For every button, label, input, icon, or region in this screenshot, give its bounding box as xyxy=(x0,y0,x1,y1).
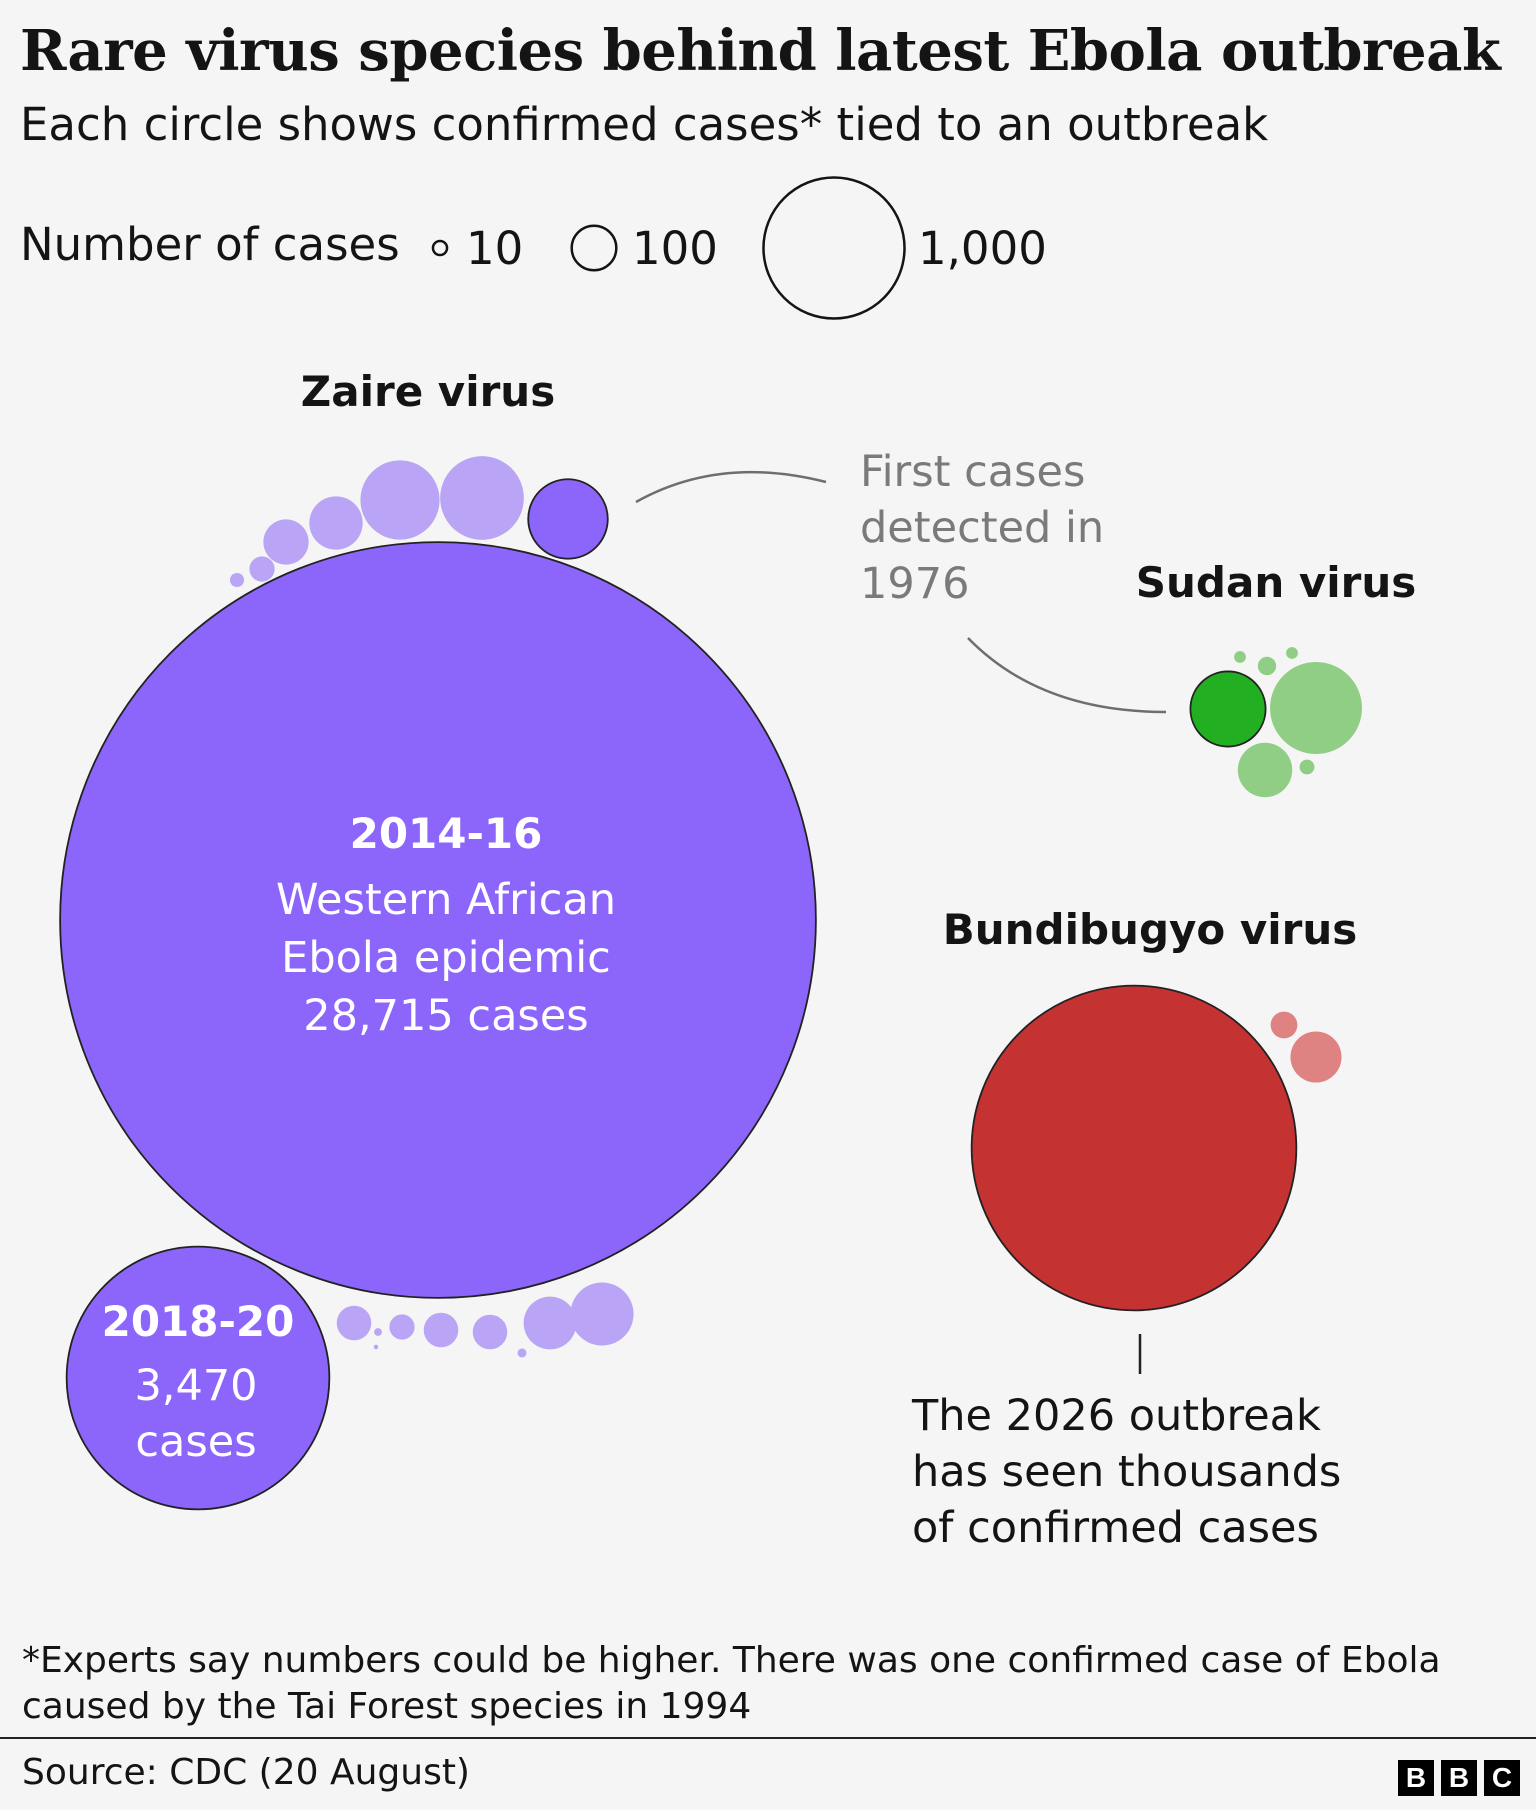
annotation-connector xyxy=(635,470,827,504)
bubble-text-label: Ebola epidemic xyxy=(281,933,611,983)
annotation-text: 1976 xyxy=(860,559,969,609)
outbreak-bubble xyxy=(229,572,245,588)
group-label: Sudan virus xyxy=(1136,558,1416,607)
outbreak-bubble xyxy=(440,456,524,540)
outbreak-bubble xyxy=(1290,1031,1342,1083)
size-legend-value: 1,000 xyxy=(918,222,1047,275)
outbreak-bubble xyxy=(1270,662,1362,754)
group-label: Zaire virus xyxy=(301,367,555,416)
size-legend-value: 100 xyxy=(632,222,718,275)
outbreak-bubble xyxy=(1299,759,1315,775)
annotation-text: detected in xyxy=(860,503,1104,553)
outbreak-bubble xyxy=(360,460,440,540)
outbreak-bubble xyxy=(472,1314,508,1350)
bubble-text-label: 3,470 xyxy=(134,1361,257,1411)
outbreak-bubble xyxy=(523,1296,577,1350)
outbreak-bubble xyxy=(1270,1011,1298,1039)
annotation-text: The 2026 outbreak xyxy=(911,1391,1321,1441)
group-label: Bundibugyo virus xyxy=(943,905,1358,954)
bubble-year-label: 2018-20 xyxy=(102,1297,295,1346)
outbreak-bubble xyxy=(309,496,363,550)
logo-letter: C xyxy=(1484,1760,1520,1796)
bubble-text-label: 28,715 cases xyxy=(303,991,588,1041)
annotation-text: of confirmed cases xyxy=(912,1503,1319,1553)
outbreak-bubble xyxy=(249,556,275,582)
outbreak-bubble xyxy=(527,478,609,560)
logo-letter: B xyxy=(1441,1760,1477,1796)
outbreak-bubble xyxy=(970,984,1298,1312)
size-legend-circle xyxy=(431,239,449,257)
size-legend-circle xyxy=(762,176,906,320)
outbreak-bubble xyxy=(65,1245,331,1511)
outbreak-bubble xyxy=(336,1305,372,1341)
footer-rule xyxy=(0,1737,1536,1739)
outbreak-bubble xyxy=(517,1348,527,1358)
footnote: *Experts say numbers could be higher. Th… xyxy=(22,1640,1441,1727)
chart-subtitle: Each circle shows confirmed cases* tied … xyxy=(20,98,1269,151)
source-note: Source: CDC (20 August) xyxy=(22,1752,470,1793)
outbreak-bubble xyxy=(1189,670,1267,748)
outbreak-bubble xyxy=(373,1344,379,1350)
logo-letter: B xyxy=(1398,1760,1434,1796)
annotation-text: First cases xyxy=(860,447,1085,497)
size-legend-label: Number of cases xyxy=(20,218,400,271)
outbreak-bubble xyxy=(389,1314,415,1340)
outbreak-bubble xyxy=(1234,651,1246,663)
outbreak-bubble xyxy=(1257,656,1277,676)
annotation-connector xyxy=(967,637,1167,714)
bubble-chart: Number of cases 10 100 1,000 Zaire virus Suda… xyxy=(20,176,1416,1553)
outbreak-bubble xyxy=(1286,647,1298,659)
outbreak-bubble xyxy=(1237,742,1293,798)
chart-title: Rare virus species behind latest Ebola o… xyxy=(20,18,1501,84)
outbreak-bubble xyxy=(263,519,309,565)
size-legend-value: 10 xyxy=(466,222,523,275)
size-legend-circle xyxy=(570,224,618,272)
bubble-text-label: Western African xyxy=(276,875,616,925)
bubble-year-label: 2014-16 xyxy=(350,809,543,858)
outbreak-bubble xyxy=(59,541,817,1299)
bubble-text-label: cases xyxy=(135,1417,256,1467)
outbreak-bubble xyxy=(570,1282,634,1346)
outbreak-bubble xyxy=(374,1328,382,1336)
annotation-text: has seen thousands xyxy=(912,1447,1341,1497)
outbreak-bubble xyxy=(423,1312,459,1348)
bbc-logo: B B C xyxy=(1398,1760,1520,1796)
